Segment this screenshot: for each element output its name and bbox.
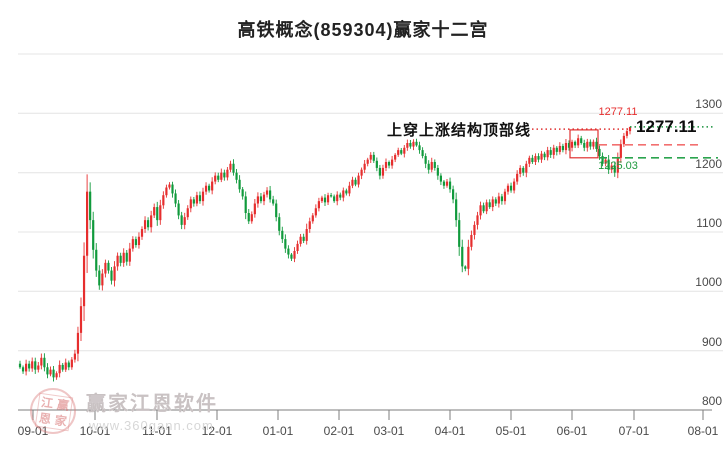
seal-char: 赢	[56, 397, 70, 413]
seal-char: 恩	[38, 411, 52, 427]
seal-char: 江	[40, 395, 55, 411]
y-axis-tick-label: 1000	[695, 275, 722, 289]
y-axis-tick-label: 1100	[696, 216, 722, 230]
x-axis-tick-label: 03-01	[373, 424, 405, 438]
structure-annotation-text: 上穿上涨结构顶部线	[387, 122, 532, 139]
x-axis-tick-label: 04-01	[434, 424, 466, 438]
x-axis-tick-label: 08-01	[687, 424, 719, 438]
support-level-label: 1225.03	[598, 160, 638, 172]
period-high-label: 1277.11	[598, 106, 638, 118]
x-axis-tick-label: 07-01	[618, 424, 650, 438]
watermark-seal-characters: 江 赢 恩 家	[34, 392, 74, 432]
y-axis-tick-label: 900	[701, 335, 722, 349]
y-axis-tick-label: 800	[701, 394, 722, 408]
x-axis-tick-label: 12-01	[201, 424, 233, 438]
watermark-brand-text: 赢家江恩软件	[86, 393, 218, 415]
x-axis-tick-label: 02-01	[323, 424, 355, 438]
current-price-label: 1277.11	[636, 117, 697, 136]
y-axis-tick-label: 1300	[695, 97, 722, 111]
y-axis-tick-label: 1200	[695, 157, 722, 171]
x-axis-tick-label: 10-01	[79, 424, 111, 438]
seal-char: 家	[53, 413, 68, 429]
chart-title: 高铁概念(859304)赢家十二宫	[237, 20, 489, 40]
watermark-site-text: www.360gann.com	[89, 418, 214, 433]
x-axis-tick-label: 05-01	[495, 424, 527, 438]
watermark-seal-logo: 江 赢 恩 家	[30, 388, 76, 434]
x-axis-tick-label: 06-01	[556, 424, 588, 438]
x-axis-tick-label: 11-01	[142, 424, 172, 438]
x-axis-tick-label: 01-01	[262, 424, 294, 438]
